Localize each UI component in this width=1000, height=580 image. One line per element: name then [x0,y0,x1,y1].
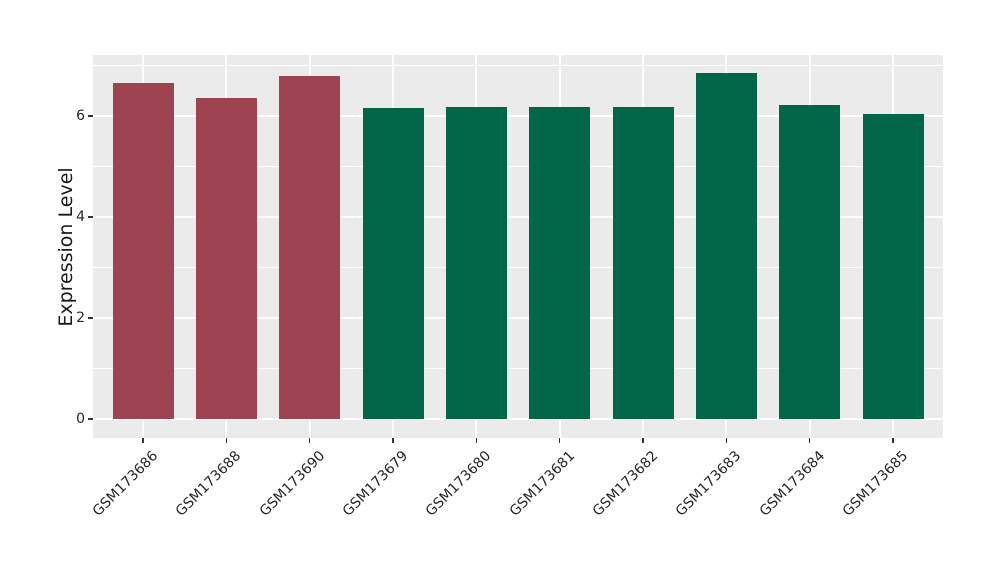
x-tick-mark [892,438,894,443]
x-tick-mark [142,438,144,443]
gridline-h-major [93,317,943,319]
bar-GSM173690 [279,76,341,420]
y-tick-mark [88,114,93,117]
bar-GSM173686 [112,82,174,420]
x-tick-mark [558,438,561,443]
y-tick-label: 0 [76,411,85,428]
bar-GSM173680 [445,107,507,420]
bar-GSM173684 [779,104,841,420]
bar-GSM173682 [612,107,674,420]
gridline-h-major [93,114,943,117]
bar-GSM173685 [862,113,924,420]
gridline-h-minor [93,267,943,268]
x-tick-mark [725,438,728,443]
y-axis-title: Expression Level [55,167,77,327]
bar-GSM173683 [695,73,757,420]
y-tick-label: 4 [76,208,85,225]
y-tick-label: 6 [76,107,85,124]
x-tick-mark [642,438,644,443]
x-tick-mark [225,438,228,443]
x-tick-mark [392,438,394,443]
bar-GSM173681 [529,107,591,420]
y-tick-label: 2 [76,310,85,327]
bar-GSM173688 [195,98,257,420]
x-tick-mark [808,438,811,443]
gridline-h-minor [93,368,943,370]
gridline-h-major [93,216,943,218]
gridline-h-major [93,418,943,421]
y-tick-mark [88,317,93,319]
x-tick-mark [308,438,311,443]
gridline-h-minor [93,165,943,167]
x-tick-mark [475,438,478,443]
bar-GSM173679 [362,108,424,420]
gridline-h-minor [93,64,943,66]
y-tick-mark [88,418,93,421]
y-tick-mark [88,216,93,218]
